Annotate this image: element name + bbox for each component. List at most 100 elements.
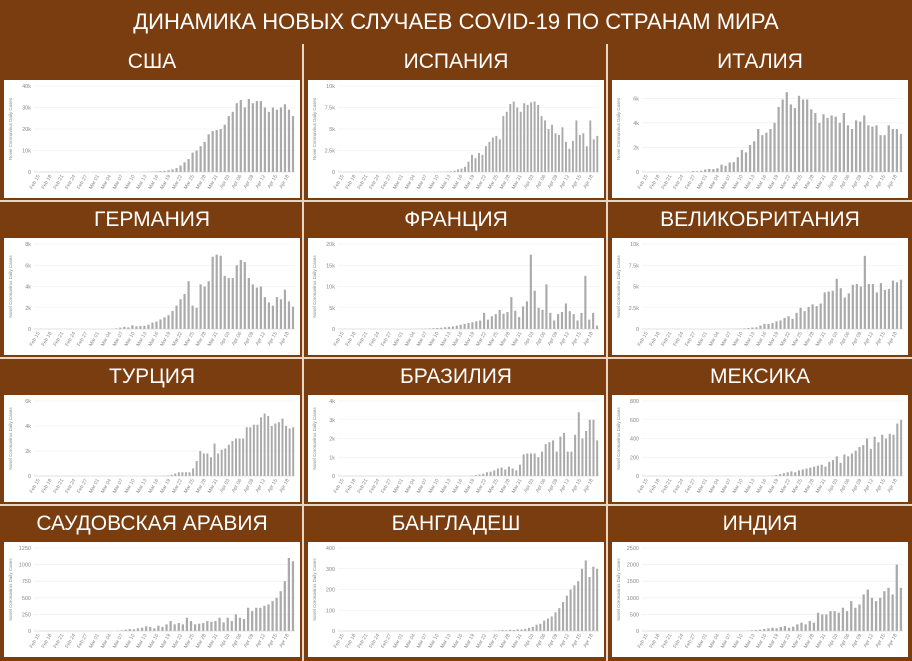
bar [700,170,703,172]
country-name: ИТАЛИЯ [717,50,803,73]
x-tick-label: Apr 18 [886,174,899,190]
bar [252,424,255,476]
bar [831,290,834,329]
bar [801,469,804,476]
country-name: САУДОВСКАЯ АРАВИЯ [36,512,268,535]
y-tick-label: 2k [25,306,31,312]
bar [775,475,778,476]
bar [588,319,591,329]
x-tick-label: Apr 18 [278,174,291,190]
bar [720,164,723,172]
x-tick-label: Apr 03 [523,633,536,649]
bar [833,611,836,631]
bar [815,306,818,329]
y-tick-label: 4k [633,121,639,127]
bar [490,316,493,329]
bar [562,601,565,631]
bar [530,102,533,172]
chart-area: Novel Coronavirus Daily Cases 0 2k 4k 6k 8k Fe… [4,238,300,355]
bar [287,109,291,172]
x-tick-label: Apr 15 [570,174,583,190]
bar [575,120,578,172]
x-tick-label: Apr 18 [582,478,595,494]
bar [211,256,214,329]
y-tick-label: 1000 [19,563,31,569]
bar [287,301,291,329]
bar [255,607,258,631]
bar [814,113,817,172]
x-tick-label: Apr 09 [243,633,256,649]
bar [263,605,266,631]
bar [161,627,164,631]
bar [564,303,567,329]
bar [281,418,284,476]
country-panel: ИТАЛИЯ Novel Coronavirus Daily Cases 0 2k 4k… [608,44,912,202]
bar [279,107,283,172]
bar [519,111,522,172]
x-tick-label: Apr 18 [582,633,595,649]
bar [436,327,439,329]
y-tick-label: 2.5k [325,149,336,155]
bar [807,306,810,329]
bar [841,607,845,631]
bar [283,104,287,172]
y-tick-label: 8k [25,242,31,248]
bar [835,278,838,329]
chart-area: Novel Coronavirus Daily Cases 0 100 200 300 4… [308,542,604,657]
y-tick-label: 100 [326,608,335,614]
bar [779,627,782,631]
bar [900,419,903,476]
bar [748,144,752,172]
bar [198,623,201,631]
bar [794,472,797,476]
y-axis-label: Novel Coronavirus Daily Cases [616,97,621,160]
bar [743,328,746,329]
bar [838,122,841,172]
row-divider [0,357,912,359]
bar [163,317,166,329]
bar [787,627,791,631]
bar [744,152,748,172]
bar [202,623,205,631]
bar [188,472,191,476]
bar [754,630,758,631]
y-tick-label: 10k [326,285,335,291]
bar [592,566,595,631]
bar [568,311,571,329]
bar [854,607,857,631]
country-panel: БАНГЛАДЕШ Novel Coronavirus Daily Cases 0 1… [304,506,608,661]
bar [537,307,540,329]
bar [790,471,793,476]
x-tick-label: Apr 06 [231,331,244,347]
bar [505,111,508,172]
y-tick-label: 0 [28,327,31,333]
x-tick-label: Mar 31 [815,174,828,191]
bar [535,624,538,631]
bar [235,438,237,476]
x-tick-label: Apr 12 [863,633,876,649]
bar [145,626,148,631]
bar [157,625,160,631]
bar [767,628,770,631]
x-tick-label: Apr 03 [827,478,840,494]
bar [813,466,816,476]
bar [227,116,230,172]
bar [830,115,833,172]
bar [887,289,891,329]
bar [812,622,816,631]
x-tick-label: Mar 31 [815,478,828,495]
bar [184,472,187,476]
bar [533,290,536,329]
bar [179,299,182,329]
bar [557,314,560,329]
bar [223,124,226,172]
bar [501,629,504,631]
bar [214,621,217,631]
x-tick-label: Apr 06 [535,633,548,649]
bar [850,453,853,476]
bar [537,104,540,172]
bar [854,120,858,172]
bar [819,303,822,329]
bar [242,619,246,631]
chart-area: Novel Coronavirus Daily Cases 0 250 500 750 1… [4,542,300,657]
